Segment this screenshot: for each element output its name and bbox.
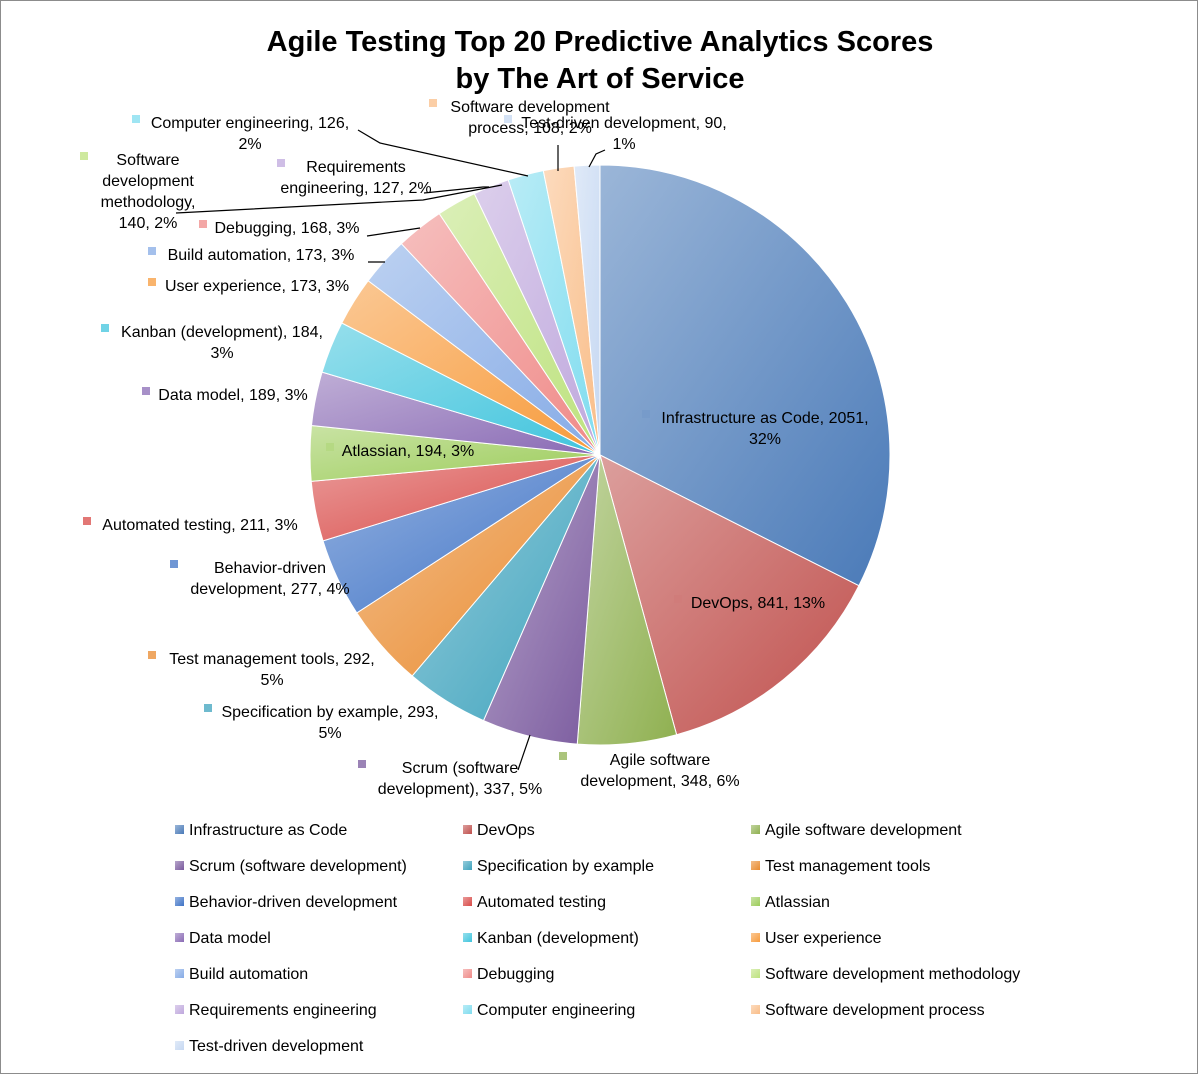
- data-label-debugging: Debugging, 168, 3%: [215, 220, 360, 237]
- data-label-scrum-software-development: Scrum (software development), 337, 5%: [378, 760, 543, 798]
- data-label-software-development-methodology: Software development methodology, 140, 2%: [101, 152, 196, 232]
- data-label-data-model: Data model, 189, 3%: [158, 387, 307, 404]
- data-label-swatch-agile-software-development: [559, 752, 567, 760]
- data-label-swatch-atlassian: [326, 443, 334, 451]
- data-label-swatch-devops: [674, 595, 682, 603]
- data-label-swatch-debugging: [199, 220, 207, 228]
- data-label-swatch-kanban-development: [101, 324, 109, 332]
- data-label-kanban-development: Kanban (development), 184, 3%: [121, 324, 323, 362]
- pie-slice-devops: [599, 454, 860, 736]
- data-label-behavior-driven-development: Behavior-driven development, 277, 4%: [190, 560, 349, 598]
- chart-title: Agile Testing Top 20 Predictive Analytic…: [266, 26, 934, 95]
- data-label-devops: DevOps, 841, 13%: [691, 595, 825, 612]
- data-label-automated-testing: Automated testing, 211, 3%: [102, 517, 297, 534]
- data-label-swatch-software-development-methodology: [80, 152, 88, 160]
- leader-line-debugging: [366, 227, 421, 237]
- data-label-user-experience: User experience, 173, 3%: [165, 278, 349, 295]
- data-label-swatch-user-experience: [148, 278, 156, 286]
- data-label-swatch-requirements-engineering: [277, 159, 285, 167]
- data-label-test-driven-development: Test-driven development, 90, 1%: [521, 115, 726, 153]
- data-label-atlassian: Atlassian, 194, 3%: [342, 443, 475, 460]
- data-label-swatch-test-management-tools: [148, 651, 156, 659]
- data-label-swatch-build-automation: [148, 247, 156, 255]
- data-label-agile-software-development: Agile software development, 348, 6%: [580, 752, 739, 790]
- data-label-swatch-infrastructure-as-code: [642, 410, 650, 418]
- data-label-swatch-software-development-process: [429, 99, 437, 107]
- data-label-build-automation: Build automation, 173, 3%: [168, 247, 355, 264]
- leader-line-test-driven-development: [588, 149, 606, 168]
- data-label-swatch-specification-by-example: [204, 704, 212, 712]
- pie-slice-infrastructure-as-code: [599, 164, 891, 587]
- data-label-swatch-data-model: [142, 387, 150, 395]
- data-label-swatch-computer-engineering: [132, 115, 140, 123]
- data-label-specification-by-example: Specification by example, 293, 5%: [221, 704, 438, 742]
- data-label-swatch-scrum-software-development: [358, 760, 366, 768]
- data-label-swatch-test-driven-development: [504, 115, 512, 123]
- data-label-swatch-automated-testing: [83, 517, 91, 525]
- data-label-swatch-behavior-driven-development: [170, 560, 178, 568]
- data-label-software-development-process: Software development process, 108, 2%: [450, 99, 610, 137]
- data-label-test-management-tools: Test management tools, 292, 5%: [169, 651, 374, 689]
- leader-line-requirements-engineering: [423, 186, 489, 194]
- leader-line-software-development-methodology: [175, 184, 503, 214]
- data-label-infrastructure-as-code: Infrastructure as Code, 2051, 32%: [661, 410, 868, 448]
- pie-slice-test-driven-development: [573, 164, 601, 456]
- leader-line-computer-engineering: [357, 129, 529, 177]
- data-label-requirements-engineering: Requirements engineering, 127, 2%: [280, 159, 431, 197]
- leader-line-scrum-software-development: [517, 734, 531, 771]
- data-label-computer-engineering: Computer engineering, 126, 2%: [151, 115, 349, 153]
